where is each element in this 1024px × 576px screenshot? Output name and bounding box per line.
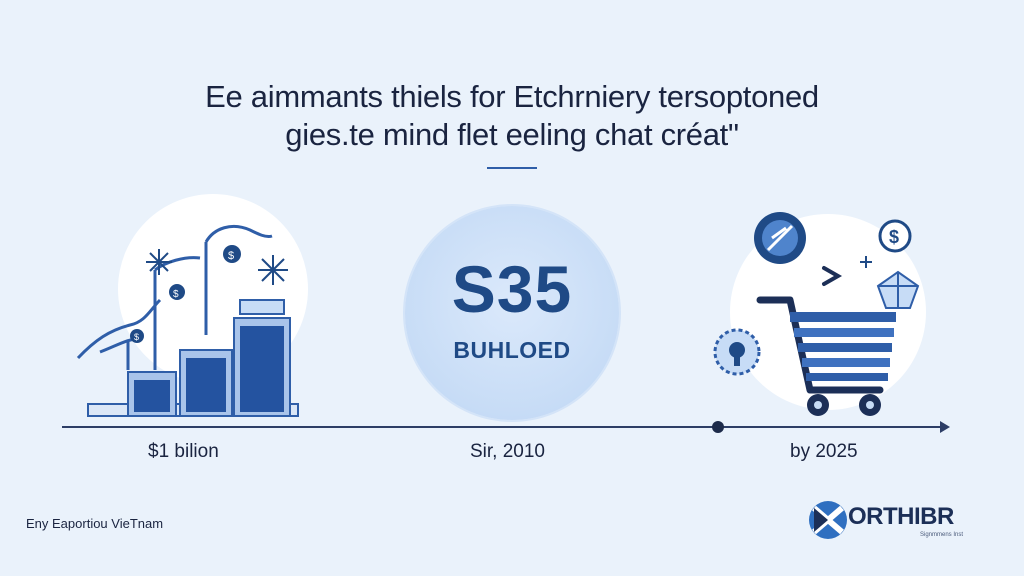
brand-logo: ORTHIBR Signmmens Inst xyxy=(808,496,988,546)
logo-x-icon xyxy=(809,501,847,539)
arrow-right-icon xyxy=(822,266,843,286)
timeline-label-1: $1 bilion xyxy=(148,441,219,462)
title-divider xyxy=(487,167,537,169)
timeline-axis xyxy=(62,426,942,428)
svg-text:$: $ xyxy=(134,332,139,342)
snowflake-icon xyxy=(146,249,288,285)
title-line-2: gies.te mind flet eeling chat créat" xyxy=(285,117,739,152)
center-sublabel: BUHLOED xyxy=(453,337,571,363)
logo-subtext: Signmmens Inst xyxy=(920,532,964,538)
dollar-coin-icon: $ $ $ xyxy=(130,245,241,343)
timeline-arrowhead xyxy=(940,421,950,433)
timeline-label-2: Sir, 2010 xyxy=(470,441,545,462)
page-title: Ee aimmants thiels for Etchrniery tersop… xyxy=(0,78,1024,154)
dollar-coin-icon: $ xyxy=(878,219,912,253)
logo-wordmark: ORTHIBR xyxy=(848,503,954,530)
bulb-gear-icon xyxy=(713,328,761,376)
svg-text:$: $ xyxy=(228,250,234,262)
footer-caption: Eny Eaportiou VieTnam xyxy=(26,516,164,531)
timeline-marker xyxy=(712,421,724,433)
title-line-1: Ee aimmants thiels for Etchrniery tersop… xyxy=(205,79,819,114)
center-circle xyxy=(405,206,619,420)
svg-text:$: $ xyxy=(173,289,179,300)
gear-badge-icon xyxy=(754,212,806,264)
svg-text:$: $ xyxy=(889,227,899,247)
gem-icon xyxy=(876,270,920,309)
center-value: S35 xyxy=(451,252,573,326)
timeline-label-3: by 2025 xyxy=(790,441,858,462)
